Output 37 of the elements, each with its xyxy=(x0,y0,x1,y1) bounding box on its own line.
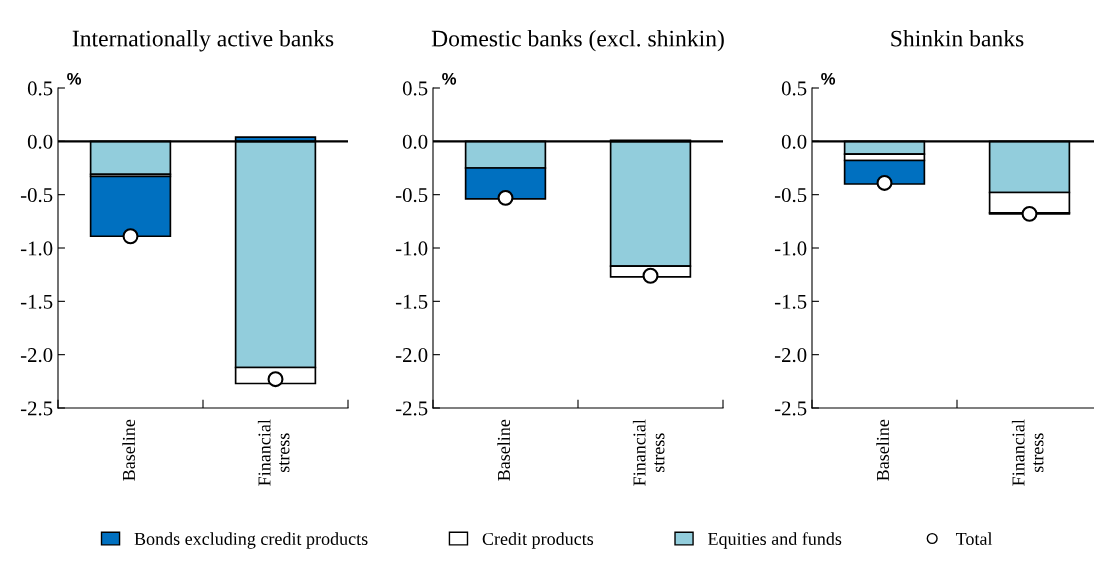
chart-title: Domestic banks (excl. shinkin) xyxy=(431,29,724,52)
y-tick-label: -2.5 xyxy=(20,401,53,416)
x-tick-label: Baseline xyxy=(122,419,136,481)
y-tick-label: -0.5 xyxy=(774,188,807,203)
y-tick-label: -2.0 xyxy=(20,348,53,363)
x-tick-label: Financial stress xyxy=(257,419,290,486)
x-tick-label: Financial stress xyxy=(1011,419,1044,486)
x-tick-label: Baseline xyxy=(497,419,511,481)
y-tick-label: -1.0 xyxy=(774,241,807,256)
y-tick-label: 0.5 xyxy=(27,81,53,96)
chart-title: Shinkin banks xyxy=(891,29,1024,47)
y-tick-label: -1.5 xyxy=(774,294,807,309)
legend-label: Credit products xyxy=(482,532,594,549)
x-tick-label: Baseline xyxy=(876,419,890,481)
y-tick-label: 0.5 xyxy=(781,81,807,96)
y-axis-title: % xyxy=(67,72,82,85)
y-tick-label: 0.0 xyxy=(27,134,53,149)
y-tick-label: -1.0 xyxy=(395,241,428,256)
y-tick-label: -2.5 xyxy=(395,401,428,416)
y-tick-label: -1.5 xyxy=(395,294,428,309)
y-tick-label: 0.0 xyxy=(781,134,807,149)
y-tick-label: 0.0 xyxy=(402,134,428,149)
legend-label: Equities and funds xyxy=(708,532,842,549)
legend-label: Total xyxy=(955,532,993,546)
y-axis-title: % xyxy=(821,72,836,85)
x-tick-label: Financial stress xyxy=(632,419,665,486)
y-tick-label: 0.5 xyxy=(402,81,428,96)
y-tick-label: -1.5 xyxy=(20,294,53,309)
y-axis-title: % xyxy=(442,72,457,85)
y-tick-label: -0.5 xyxy=(395,188,428,203)
legend-label: Bonds excluding credit products xyxy=(134,532,368,549)
y-tick-label: -0.5 xyxy=(20,188,53,203)
chart-title: Internationally active banks xyxy=(72,29,334,52)
y-tick-label: -2.0 xyxy=(774,348,807,363)
y-tick-label: -1.0 xyxy=(20,241,53,256)
y-tick-label: -2.5 xyxy=(774,401,807,416)
y-tick-label: -2.0 xyxy=(395,348,428,363)
